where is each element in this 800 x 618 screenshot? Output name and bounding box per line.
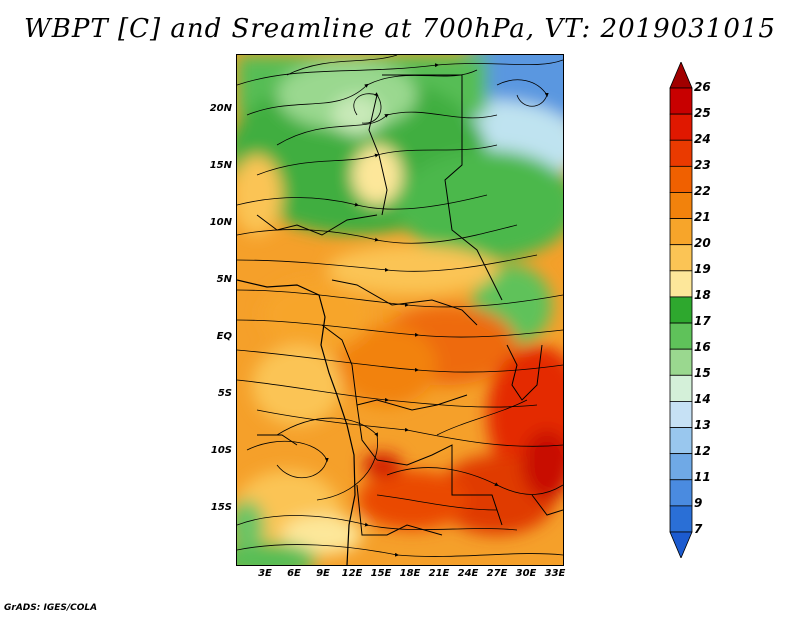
lon-label: 6E xyxy=(287,568,301,579)
colorbar-segment xyxy=(669,113,693,141)
map-field xyxy=(237,55,563,565)
lon-label: 33E xyxy=(544,568,566,579)
colorbar-segments xyxy=(669,62,693,558)
colorbar-segment xyxy=(669,139,693,167)
lat-label: 10N xyxy=(209,217,232,228)
colorbar-segment xyxy=(669,270,693,298)
colorbar-label: 22 xyxy=(694,184,711,198)
colorbar-label: 14 xyxy=(694,392,711,406)
colorbar-label: 17 xyxy=(694,314,711,328)
colorbar-label: 19 xyxy=(694,262,711,276)
colorbar-label: 23 xyxy=(694,158,711,172)
lat-label: 5N xyxy=(216,274,232,285)
chart-title: WBPT [C] and Sreamline at 700hPa, VT: 20… xyxy=(24,14,776,44)
colorbar-segment xyxy=(669,244,693,272)
lon-label: 30E xyxy=(515,568,537,579)
lat-label: 20N xyxy=(209,103,232,114)
lon-label: 27E xyxy=(486,568,508,579)
colorbar xyxy=(669,62,693,558)
lon-label: 3E xyxy=(258,568,272,579)
lon-label: 18E xyxy=(399,568,421,579)
lon-label: 21E xyxy=(428,568,450,579)
colorbar-label: 9 xyxy=(694,496,703,510)
colorbar-segment xyxy=(669,218,693,246)
colorbar-segment xyxy=(669,479,693,507)
colorbar-segment xyxy=(669,192,693,219)
coastline xyxy=(237,279,356,565)
lat-label: 15S xyxy=(210,502,232,513)
colorbar-segment xyxy=(669,87,693,115)
colorbar-segment xyxy=(669,322,693,350)
colorbar-segment xyxy=(669,505,693,533)
streamlines xyxy=(237,55,563,557)
lat-label: 15N xyxy=(209,160,232,171)
lon-label: 24E xyxy=(457,568,479,579)
colorbar-label: 20 xyxy=(694,236,711,250)
lon-label: 9E xyxy=(316,568,330,579)
wbpt-shading xyxy=(237,55,563,565)
colorbar-segment xyxy=(669,374,693,402)
colorbar-segment xyxy=(669,296,693,324)
colorbar-segment xyxy=(669,531,693,558)
colorbar-label: 15 xyxy=(694,366,711,380)
lat-label: EQ xyxy=(216,331,232,342)
colorbar-label: 12 xyxy=(694,444,711,458)
colorbar-label: 13 xyxy=(694,418,711,432)
colorbar-segment xyxy=(669,427,693,455)
colorbar-segment xyxy=(669,62,693,89)
colorbar-label: 24 xyxy=(694,132,711,146)
lon-label: 15E xyxy=(370,568,392,579)
credit-text: GrADS: IGES/COLA xyxy=(4,603,98,613)
colorbar-label: 21 xyxy=(694,210,711,224)
lat-label: 5S xyxy=(217,388,232,399)
lon-label: 12E xyxy=(341,568,363,579)
colorbar-segment xyxy=(669,165,693,193)
colorbar-label: 26 xyxy=(694,80,711,94)
colorbar-segment xyxy=(669,453,693,481)
colorbar-label: 16 xyxy=(694,340,711,354)
colorbar-segment xyxy=(669,401,693,428)
weather-map xyxy=(236,54,564,566)
colorbar-label: 25 xyxy=(694,106,711,120)
colorbar-label: 18 xyxy=(694,288,711,302)
lat-label: 10S xyxy=(210,445,232,456)
colorbar-segment xyxy=(669,348,693,376)
colorbar-label: 7 xyxy=(694,522,703,536)
colorbar-label: 11 xyxy=(694,470,711,484)
